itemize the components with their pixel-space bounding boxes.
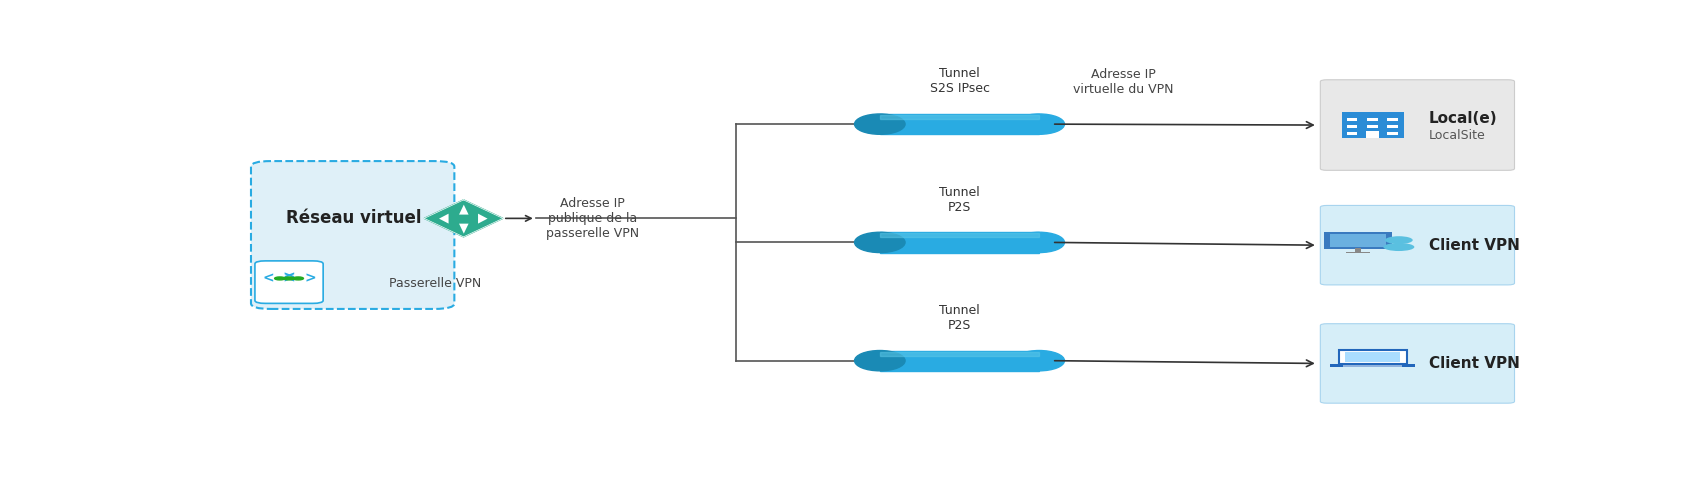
- Circle shape: [1385, 236, 1412, 244]
- Bar: [1388, 118, 1398, 121]
- Text: >: >: [283, 270, 295, 285]
- FancyBboxPatch shape: [1321, 324, 1515, 403]
- Text: Adresse IP
publique de la
passerelle VPN: Adresse IP publique de la passerelle VPN: [545, 197, 638, 240]
- Circle shape: [284, 277, 295, 280]
- Bar: [1331, 234, 1387, 247]
- Text: ◀: ◀: [438, 212, 449, 225]
- Ellipse shape: [855, 350, 906, 371]
- Ellipse shape: [855, 232, 906, 252]
- Text: Réseau virtuel: Réseau virtuel: [286, 209, 422, 228]
- Text: Client VPN: Client VPN: [1429, 356, 1520, 371]
- Ellipse shape: [1014, 114, 1065, 134]
- FancyBboxPatch shape: [256, 261, 323, 303]
- Bar: [1388, 132, 1398, 135]
- Text: Tunnel
P2S: Tunnel P2S: [940, 186, 980, 214]
- Text: <: <: [283, 270, 295, 285]
- Text: ▼: ▼: [459, 221, 469, 234]
- Text: Tunnel
P2S: Tunnel P2S: [940, 304, 980, 332]
- Bar: [880, 233, 1040, 237]
- FancyBboxPatch shape: [1321, 80, 1515, 170]
- Ellipse shape: [855, 114, 906, 134]
- Ellipse shape: [1014, 232, 1065, 252]
- Bar: [880, 115, 1040, 119]
- Circle shape: [293, 277, 303, 280]
- Bar: [1346, 125, 1358, 128]
- Bar: [880, 232, 1040, 252]
- Ellipse shape: [1014, 350, 1065, 371]
- Text: Adresse IP
virtuelle du VPN: Adresse IP virtuelle du VPN: [1073, 69, 1173, 96]
- Bar: [1366, 125, 1378, 128]
- Circle shape: [274, 277, 284, 280]
- Bar: [1346, 252, 1370, 253]
- Bar: [1354, 248, 1361, 252]
- Bar: [880, 350, 1040, 371]
- Bar: [1339, 349, 1407, 364]
- Text: Local(e): Local(e): [1429, 111, 1498, 126]
- Text: Tunnel
S2S IPsec: Tunnel S2S IPsec: [929, 68, 989, 96]
- FancyBboxPatch shape: [251, 161, 454, 309]
- Bar: [1343, 112, 1403, 138]
- Bar: [1346, 118, 1358, 121]
- Bar: [1366, 118, 1378, 121]
- Bar: [1344, 352, 1400, 362]
- Bar: [1366, 132, 1378, 135]
- Bar: [1331, 364, 1415, 367]
- Bar: [1346, 132, 1358, 135]
- Text: LocalSite: LocalSite: [1429, 130, 1486, 143]
- Bar: [1324, 232, 1392, 249]
- Bar: [1344, 365, 1402, 367]
- Ellipse shape: [1383, 243, 1414, 251]
- Text: ▲: ▲: [459, 203, 469, 216]
- Bar: [880, 114, 1040, 134]
- Text: Client VPN: Client VPN: [1429, 238, 1520, 252]
- FancyBboxPatch shape: [1321, 205, 1515, 285]
- Text: ▶: ▶: [479, 212, 488, 225]
- Text: Passerelle VPN: Passerelle VPN: [389, 276, 481, 289]
- Text: <: <: [262, 271, 274, 286]
- Bar: [1388, 125, 1398, 128]
- Polygon shape: [425, 200, 503, 237]
- Text: >: >: [305, 271, 317, 286]
- Bar: [1366, 131, 1380, 138]
- Bar: [880, 351, 1040, 356]
